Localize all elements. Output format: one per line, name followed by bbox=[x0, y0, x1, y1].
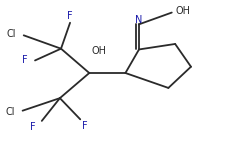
Text: F: F bbox=[67, 11, 72, 22]
Text: F: F bbox=[30, 122, 35, 132]
Text: F: F bbox=[82, 121, 87, 131]
Text: OH: OH bbox=[175, 6, 190, 16]
Text: OH: OH bbox=[92, 46, 106, 56]
Text: N: N bbox=[135, 15, 142, 25]
Text: Cl: Cl bbox=[7, 29, 16, 39]
Text: F: F bbox=[22, 55, 27, 65]
Text: Cl: Cl bbox=[5, 107, 15, 117]
